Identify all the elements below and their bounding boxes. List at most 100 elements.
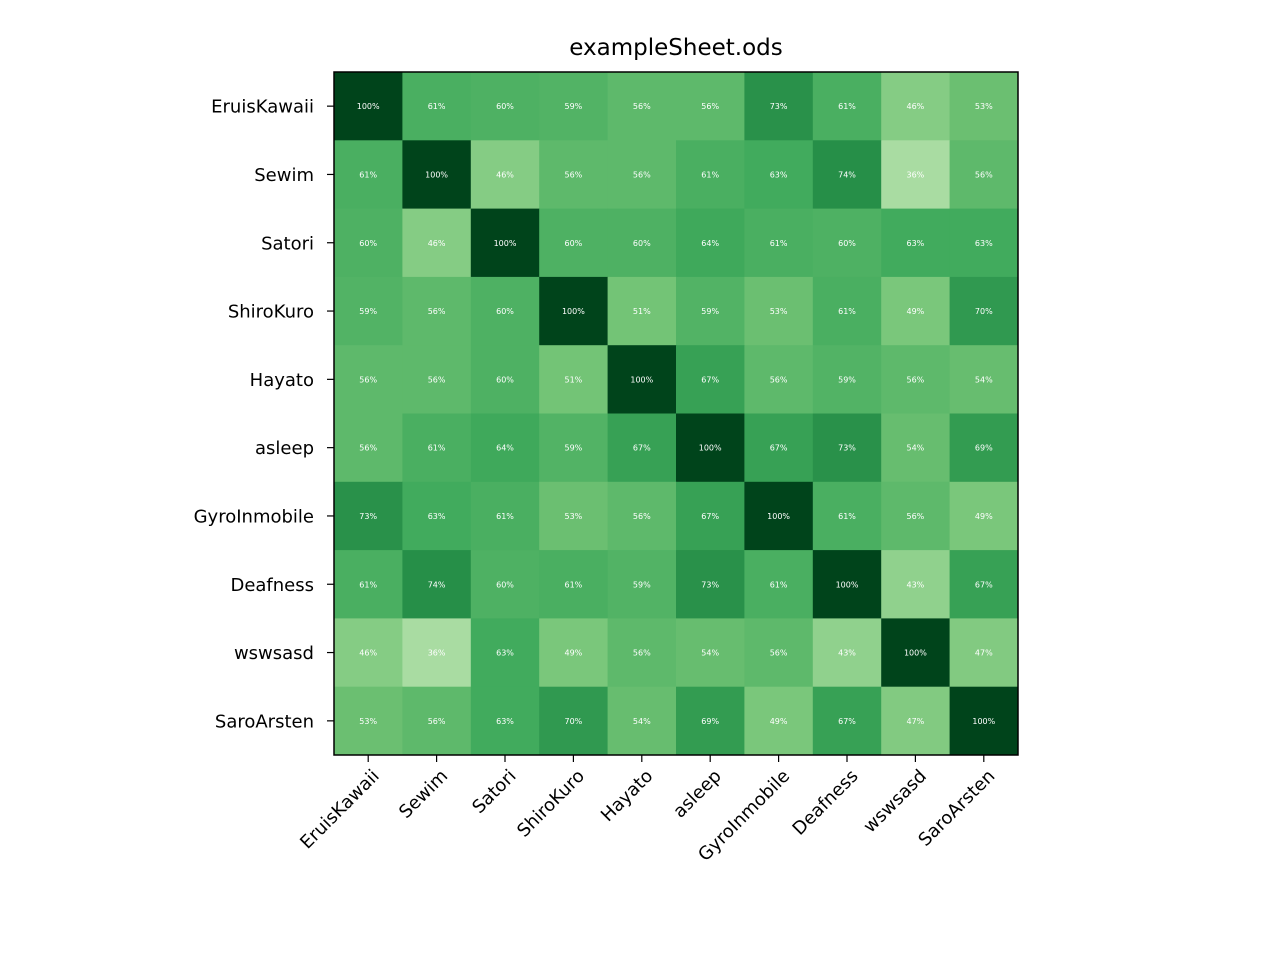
x-tick-label: Hayato — [597, 766, 657, 826]
cell-value-label: 54% — [701, 649, 719, 658]
heatmap-cell — [812, 140, 882, 210]
cell-value-label: 56% — [428, 307, 446, 316]
cell-value-label: 53% — [565, 512, 583, 521]
cell-value-label: 60% — [565, 239, 583, 248]
cell-value-label: 100% — [904, 649, 927, 658]
heatmap-cell — [744, 686, 814, 756]
heatmap-cell — [881, 413, 951, 483]
heatmap-cell — [607, 345, 677, 414]
heatmap-cell — [539, 276, 609, 346]
cell-value-label: 69% — [975, 444, 993, 453]
cell-value-label: 64% — [701, 239, 719, 248]
heatmap-cell — [470, 208, 540, 278]
cell-value-label: 43% — [838, 649, 856, 658]
cell-value-label: 73% — [770, 102, 788, 111]
cell-value-label: 56% — [633, 649, 651, 658]
heatmap-cell — [607, 413, 677, 483]
heatmap-cell — [744, 208, 814, 278]
heatmap-cell — [881, 481, 951, 551]
chart-title: exampleSheet.ods — [569, 35, 782, 61]
cell-value-label: 51% — [633, 307, 651, 316]
heatmap-cell — [402, 72, 472, 141]
heatmap-cell — [676, 481, 745, 551]
heatmap-cell — [539, 345, 609, 414]
cell-value-label: 47% — [975, 649, 993, 658]
heatmap-cell — [744, 276, 814, 346]
heatmap-cell — [470, 618, 540, 688]
cell-value-label: 56% — [770, 649, 788, 658]
cell-value-label: 59% — [565, 102, 583, 111]
cell-value-label: 61% — [428, 102, 446, 111]
heatmap-cell — [812, 345, 882, 414]
cell-value-label: 59% — [565, 444, 583, 453]
heatmap-cell — [539, 208, 609, 278]
cell-value-label: 61% — [701, 170, 719, 179]
heatmap-cell — [812, 72, 882, 141]
heatmap-cell-labels: 100% 61% 60% 59% 56% 56% 73% 61% 46% 53% 61% 100% 46… — [357, 102, 996, 726]
heatmap-cell — [812, 550, 882, 619]
cell-value-label: 56% — [633, 170, 651, 179]
cell-value-label: 61% — [359, 580, 377, 589]
heatmap-cell — [607, 618, 677, 688]
cell-value-label: 60% — [496, 307, 514, 316]
heatmap-cell — [949, 550, 1019, 619]
heatmap-cell — [402, 208, 472, 278]
cell-value-label: 100% — [972, 717, 995, 726]
heatmap-cell — [881, 276, 951, 346]
cell-value-label: 60% — [359, 239, 377, 248]
cell-value-label: 60% — [496, 375, 514, 384]
cell-value-label: 56% — [907, 512, 925, 521]
cell-value-label: 61% — [838, 102, 856, 111]
heatmap-cell — [470, 481, 540, 551]
heatmap-cell — [744, 413, 814, 483]
cell-value-label: 67% — [838, 717, 856, 726]
cell-value-label: 73% — [838, 444, 856, 453]
cell-value-label: 56% — [428, 375, 446, 384]
cell-value-label: 100% — [836, 580, 859, 589]
cell-value-label: 56% — [359, 375, 377, 384]
x-tick-label: wswsasd — [859, 766, 930, 837]
heatmap-cell — [676, 140, 745, 210]
heatmap-cell — [744, 481, 814, 551]
heatmap-cell — [881, 208, 951, 278]
y-tick-label: Satori — [261, 233, 314, 254]
cell-value-label: 36% — [907, 170, 925, 179]
heatmap-cell — [676, 276, 745, 346]
cell-value-label: 56% — [359, 444, 377, 453]
cell-value-label: 61% — [770, 239, 788, 248]
x-tick-label: asleep — [669, 766, 726, 823]
heatmap-cell — [881, 686, 951, 756]
cell-value-label: 69% — [701, 717, 719, 726]
heatmap-cell — [470, 140, 540, 210]
cell-value-label: 64% — [496, 444, 514, 453]
cell-value-label: 61% — [838, 307, 856, 316]
heatmap-cell — [812, 276, 882, 346]
heatmap-cell — [744, 140, 814, 210]
heatmap-cell — [470, 413, 540, 483]
heatmap-cell — [744, 345, 814, 414]
cell-value-label: 73% — [701, 580, 719, 589]
cell-value-label: 63% — [975, 239, 993, 248]
cell-value-label: 56% — [633, 512, 651, 521]
heatmap-cell — [402, 686, 472, 756]
heatmap-cell — [334, 208, 403, 278]
heatmap-cell — [470, 276, 540, 346]
cell-value-label: 56% — [565, 170, 583, 179]
cell-value-label: 56% — [701, 102, 719, 111]
cell-value-label: 60% — [496, 102, 514, 111]
heatmap-cell — [402, 550, 472, 619]
heatmap-cell — [539, 413, 609, 483]
heatmap-cell — [744, 550, 814, 619]
heatmap-cell — [881, 140, 951, 210]
heatmap-cell — [402, 276, 472, 346]
cell-value-label: 73% — [359, 512, 377, 521]
cell-value-label: 100% — [767, 512, 790, 521]
cell-value-label: 59% — [838, 375, 856, 384]
cell-value-label: 59% — [701, 307, 719, 316]
y-tick-label: Hayato — [250, 370, 314, 391]
cell-value-label: 60% — [496, 580, 514, 589]
cell-value-label: 36% — [428, 649, 446, 658]
cell-value-label: 74% — [838, 170, 856, 179]
cell-value-label: 56% — [975, 170, 993, 179]
cell-value-label: 70% — [975, 307, 993, 316]
